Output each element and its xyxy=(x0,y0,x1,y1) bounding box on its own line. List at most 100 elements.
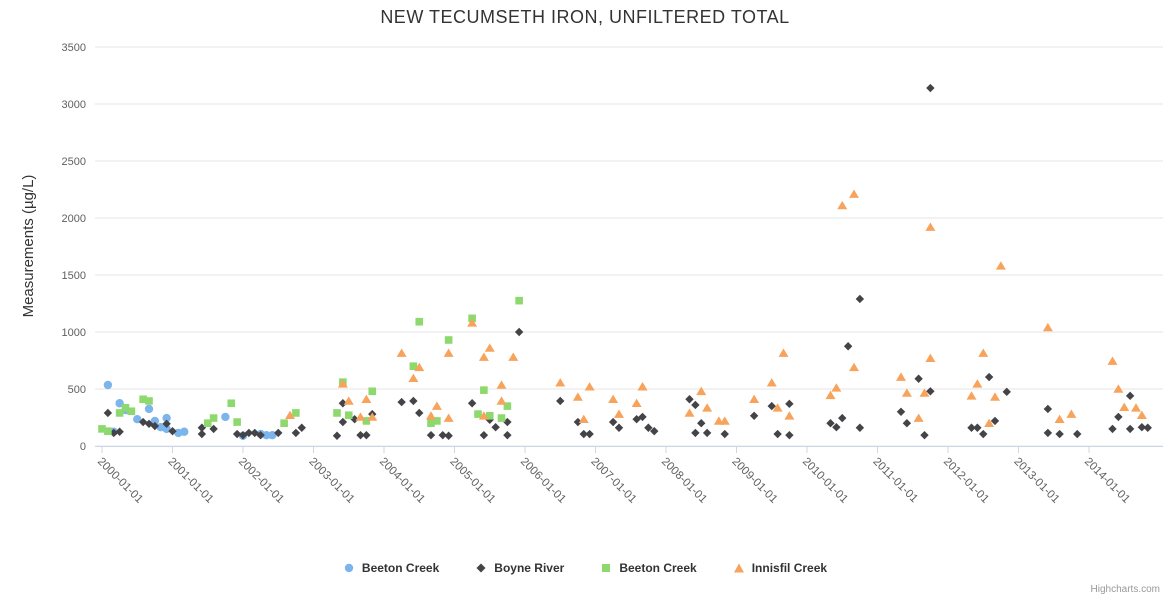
data-point[interactable] xyxy=(584,382,595,391)
data-point[interactable] xyxy=(556,396,565,406)
data-point[interactable] xyxy=(1131,403,1141,412)
data-point[interactable] xyxy=(849,362,859,372)
data-point[interactable] xyxy=(338,399,348,408)
data-point[interactable] xyxy=(843,342,853,351)
data-point[interactable] xyxy=(825,390,836,400)
data-point[interactable] xyxy=(244,428,254,438)
data-point[interactable] xyxy=(168,426,177,436)
data-point[interactable] xyxy=(684,408,695,417)
data-point[interactable] xyxy=(614,423,624,432)
data-point[interactable] xyxy=(238,430,248,440)
data-point[interactable] xyxy=(478,352,489,361)
data-point[interactable] xyxy=(772,403,783,412)
data-point[interactable] xyxy=(485,411,494,420)
data-point[interactable] xyxy=(1125,424,1135,434)
data-point[interactable] xyxy=(778,348,789,357)
data-point[interactable] xyxy=(1125,391,1135,401)
data-point[interactable] xyxy=(896,372,906,381)
data-point[interactable] xyxy=(925,353,936,363)
data-point[interactable] xyxy=(515,296,523,305)
data-point[interactable] xyxy=(361,394,372,404)
data-point[interactable] xyxy=(979,429,988,439)
data-point[interactable] xyxy=(773,429,782,439)
data-point[interactable] xyxy=(920,430,929,440)
data-point[interactable] xyxy=(832,422,841,432)
data-point[interactable] xyxy=(767,401,776,411)
data-point[interactable] xyxy=(719,416,730,425)
data-point[interactable] xyxy=(1055,429,1064,439)
data-point[interactable] xyxy=(990,416,1000,426)
data-point[interactable] xyxy=(491,422,500,432)
data-point[interactable] xyxy=(197,429,207,439)
data-point[interactable] xyxy=(292,409,300,417)
data-point[interactable] xyxy=(98,425,106,433)
data-point[interactable] xyxy=(691,400,700,410)
data-point[interactable] xyxy=(409,396,418,406)
data-point[interactable] xyxy=(433,417,441,425)
data-point[interactable] xyxy=(785,399,794,409)
data-point[interactable] xyxy=(133,415,142,424)
data-point[interactable] xyxy=(919,388,930,397)
data-point[interactable] xyxy=(162,413,171,423)
data-point[interactable] xyxy=(614,409,624,418)
data-point[interactable] xyxy=(362,417,371,425)
data-point[interactable] xyxy=(427,419,435,427)
data-point[interactable] xyxy=(444,336,453,344)
data-point[interactable] xyxy=(343,396,354,405)
data-point[interactable] xyxy=(925,222,936,231)
data-point[interactable] xyxy=(291,428,301,438)
data-point[interactable] xyxy=(995,261,1006,270)
data-point[interactable] xyxy=(901,388,912,397)
data-point[interactable] xyxy=(578,414,589,424)
data-point[interactable] xyxy=(573,417,583,427)
data-point[interactable] xyxy=(415,408,424,418)
data-point[interactable] xyxy=(144,419,154,428)
data-point[interactable] xyxy=(503,402,512,410)
data-point[interactable] xyxy=(103,380,113,390)
data-point[interactable] xyxy=(608,394,619,404)
data-point[interactable] xyxy=(572,392,583,401)
data-point[interactable] xyxy=(702,403,713,412)
data-point[interactable] xyxy=(984,418,995,427)
data-point[interactable] xyxy=(338,417,348,427)
legend-item-boyne-river[interactable]: Boyne River xyxy=(475,561,564,575)
data-point[interactable] xyxy=(150,416,160,426)
data-point[interactable] xyxy=(180,427,189,436)
data-point[interactable] xyxy=(144,404,154,414)
data-point[interactable] xyxy=(766,378,777,387)
data-point[interactable] xyxy=(1114,412,1123,422)
legend-item-innisfil-creek[interactable]: Innisfil Creek xyxy=(733,561,827,575)
data-point[interactable] xyxy=(443,413,454,422)
data-point[interactable] xyxy=(496,396,507,405)
data-point[interactable] xyxy=(150,421,160,431)
data-point[interactable] xyxy=(826,419,835,428)
data-point[interactable] xyxy=(967,423,976,432)
data-point[interactable] xyxy=(415,317,424,326)
data-point[interactable] xyxy=(702,428,712,438)
data-point[interactable] xyxy=(1042,322,1053,332)
data-point[interactable] xyxy=(467,318,478,327)
data-point[interactable] xyxy=(431,401,442,410)
data-point[interactable] xyxy=(221,412,230,422)
data-point[interactable] xyxy=(720,429,729,439)
data-point[interactable] xyxy=(332,431,342,440)
data-point[interactable] xyxy=(438,430,447,440)
data-point[interactable] xyxy=(496,380,507,389)
data-point[interactable] xyxy=(508,352,519,361)
data-point[interactable] xyxy=(1043,404,1053,414)
data-point[interactable] xyxy=(104,427,112,435)
legend-item-beeton-creek[interactable]: Beeton Creek xyxy=(343,561,439,575)
data-point[interactable] xyxy=(1108,424,1117,434)
data-point[interactable] xyxy=(397,397,406,407)
credits-link[interactable]: Highcharts.com xyxy=(1090,584,1160,595)
data-point[interactable] xyxy=(913,413,924,422)
data-point[interactable] xyxy=(1119,402,1130,412)
data-point[interactable] xyxy=(631,398,642,408)
data-point[interactable] xyxy=(585,429,594,439)
data-point[interactable] xyxy=(480,386,488,394)
data-point[interactable] xyxy=(1073,429,1082,439)
data-point[interactable] xyxy=(262,430,271,440)
data-point[interactable] xyxy=(297,423,306,432)
data-point[interactable] xyxy=(426,430,436,440)
data-point[interactable] xyxy=(855,423,865,432)
